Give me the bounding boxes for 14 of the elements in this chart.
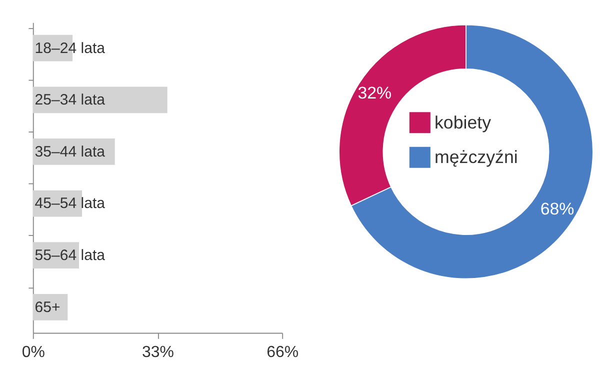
y-tick-label: 35–44 lata bbox=[34, 143, 106, 160]
legend-label: kobiety bbox=[434, 112, 492, 132]
data-label: 32% bbox=[358, 84, 392, 103]
y-tick-label: 45–54 lata bbox=[34, 195, 106, 212]
bar bbox=[32, 86, 168, 114]
legend-label: mężczyźni bbox=[434, 147, 518, 168]
data-label: 68% bbox=[540, 199, 574, 218]
x-tick-label: 33% bbox=[142, 344, 174, 361]
y-tick-label: 18–24 lata bbox=[34, 40, 106, 57]
x-tick-label: 66% bbox=[266, 344, 299, 361]
y-tick-label: 55–64 lata bbox=[34, 247, 106, 264]
y-tick-label: 25–34 lata bbox=[34, 92, 106, 109]
x-tick-label: 0% bbox=[22, 344, 45, 361]
y-tick-label: 65+ bbox=[34, 298, 61, 316]
